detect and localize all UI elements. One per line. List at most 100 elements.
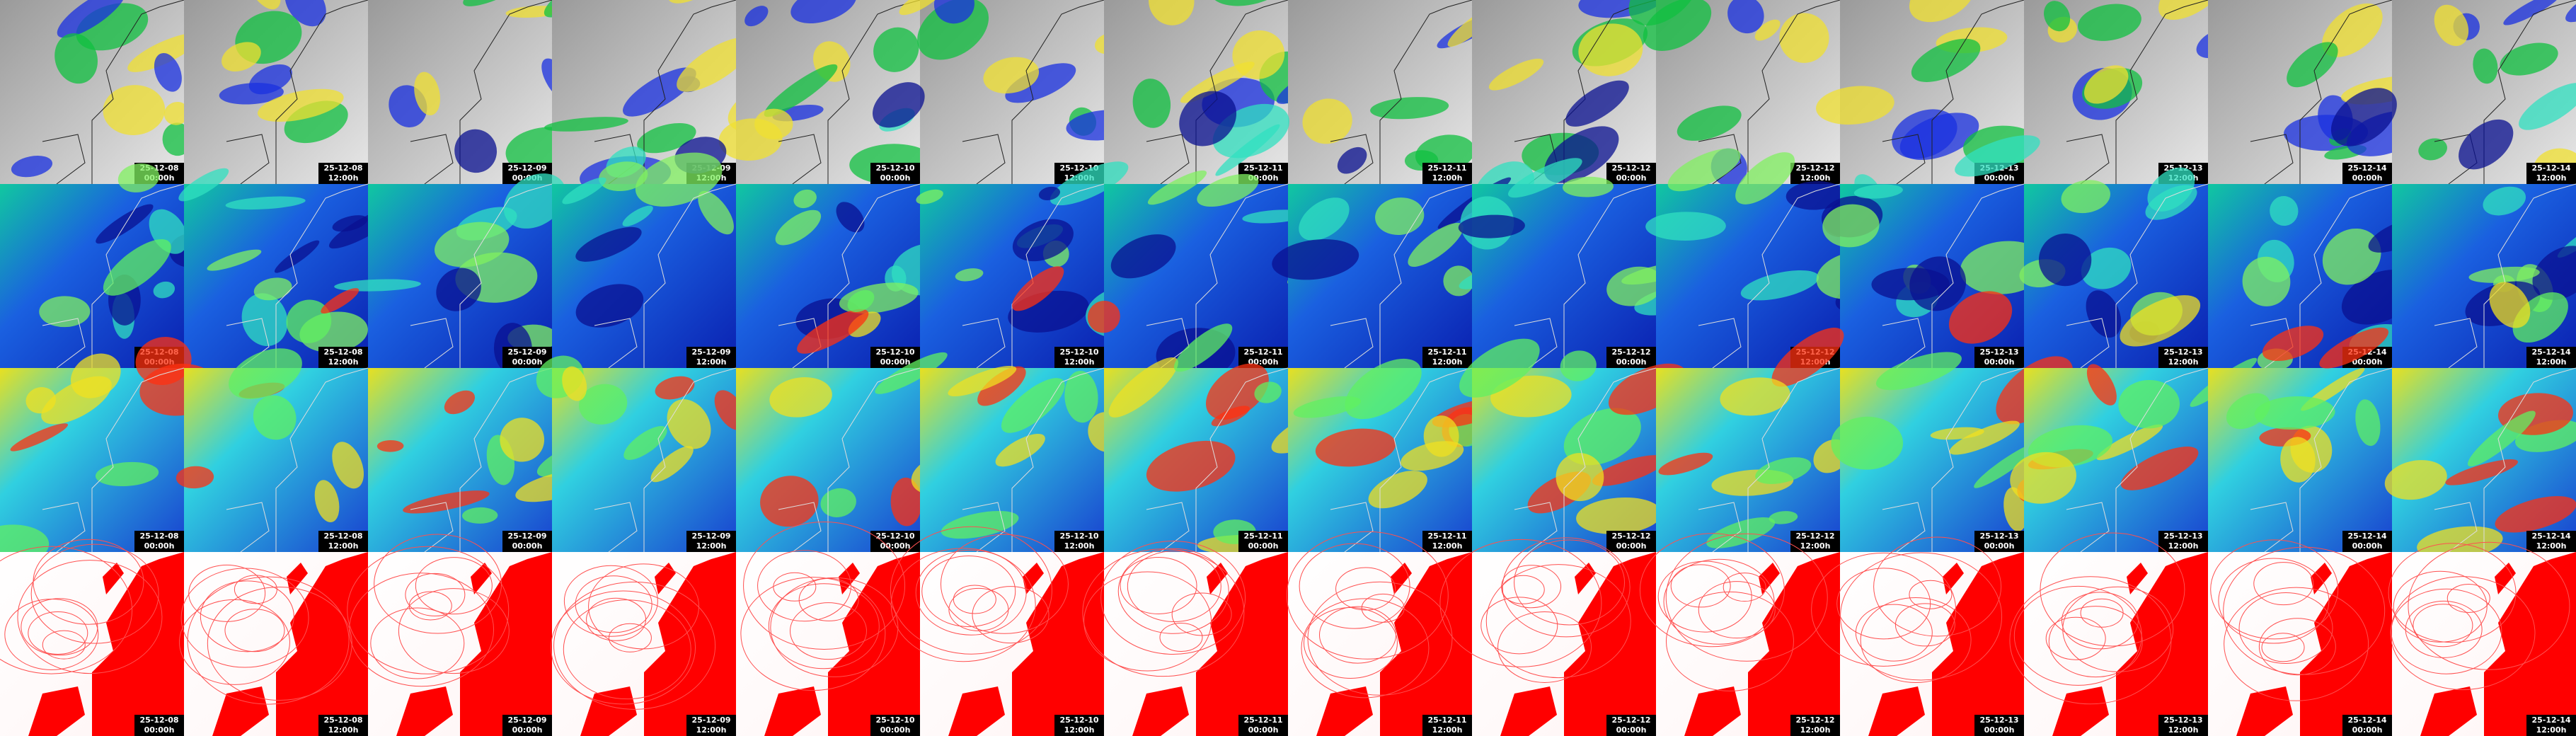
tile-date: 25-12-12 bbox=[1611, 715, 1650, 725]
tile-date: 25-12-08 bbox=[139, 531, 178, 541]
isobar bbox=[1100, 540, 1246, 655]
tile-time: 00:00h bbox=[144, 725, 175, 735]
time-label-box bbox=[686, 715, 736, 736]
time-label-box bbox=[2526, 715, 2576, 736]
coastline bbox=[594, 367, 737, 553]
weather-field bbox=[257, 88, 344, 122]
land-mass bbox=[1684, 552, 1840, 736]
weather-field bbox=[1459, 338, 1540, 398]
land-mass bbox=[396, 552, 552, 736]
weather-field bbox=[933, 0, 974, 24]
weather-field bbox=[793, 189, 817, 209]
isobar bbox=[2408, 541, 2570, 670]
tile-time: 00:00h bbox=[880, 357, 911, 367]
weather-field bbox=[1087, 300, 1120, 333]
coastline bbox=[2250, 367, 2393, 553]
tile-date: 25-12-08 bbox=[139, 715, 178, 725]
tile-date: 25-12-08 bbox=[323, 531, 362, 541]
weather-field bbox=[207, 249, 262, 271]
isobar bbox=[415, 557, 493, 615]
weather-field bbox=[2262, 326, 2324, 362]
tile-time: 12:00h bbox=[1800, 541, 1831, 551]
isobar bbox=[940, 534, 1069, 634]
weather-field bbox=[2468, 266, 2540, 283]
tile-time: 12:00h bbox=[1800, 725, 1831, 735]
tile-time: 00:00h bbox=[1616, 357, 1647, 367]
weather-field bbox=[775, 209, 822, 246]
time-label-box bbox=[502, 715, 552, 736]
weather-field bbox=[655, 376, 695, 400]
weather-field bbox=[2483, 186, 2526, 216]
tile-date: 25-12-12 bbox=[1611, 531, 1650, 541]
weather-field bbox=[2330, 88, 2397, 146]
weather-field bbox=[2417, 526, 2503, 560]
time-label-box bbox=[318, 163, 368, 184]
weather-field bbox=[25, 387, 56, 414]
land-mass bbox=[2236, 552, 2392, 736]
tile-date: 25-12-11 bbox=[1427, 347, 1466, 357]
land-mass bbox=[212, 552, 368, 736]
tile-date: 25-12-11 bbox=[1243, 163, 1282, 173]
time-label-box bbox=[2158, 715, 2208, 736]
weather-field bbox=[1754, 19, 1781, 41]
land-mass bbox=[948, 552, 1104, 736]
weather-field bbox=[2434, 4, 2469, 47]
weather-field bbox=[579, 384, 628, 425]
weather-field bbox=[1110, 234, 1176, 279]
tile-date: 25-12-09 bbox=[691, 715, 730, 725]
land-mass bbox=[1500, 552, 1656, 736]
isobar bbox=[2413, 604, 2473, 648]
weather-field bbox=[760, 476, 819, 527]
weather-field bbox=[253, 277, 292, 301]
weather-field bbox=[2418, 138, 2447, 161]
tile-time: 00:00h bbox=[1616, 173, 1647, 183]
isobar bbox=[1855, 604, 1933, 662]
isobar bbox=[1159, 623, 1203, 652]
weather-field bbox=[332, 442, 364, 489]
weather-field bbox=[2280, 437, 2316, 483]
weather-field bbox=[1875, 352, 1962, 391]
weather-field bbox=[1563, 176, 1614, 197]
weather-field bbox=[2084, 65, 2129, 104]
weather-field bbox=[1560, 350, 1597, 381]
isobar bbox=[608, 623, 652, 652]
isobar bbox=[1873, 536, 2002, 637]
tile-time: 12:00h bbox=[1432, 725, 1463, 735]
tile-date: 25-12-11 bbox=[1427, 531, 1466, 541]
tile-date: 25-12-10 bbox=[875, 715, 914, 725]
weather-field bbox=[1205, 363, 1269, 420]
weather-field bbox=[977, 366, 1026, 406]
weather-field bbox=[222, 42, 261, 72]
tile-date: 25-12-10 bbox=[1059, 347, 1098, 357]
isobar bbox=[890, 548, 1036, 662]
weather-field bbox=[39, 296, 91, 328]
tile-time: 12:00h bbox=[1064, 725, 1095, 735]
weather-field bbox=[698, 190, 734, 235]
tile-time: 00:00h bbox=[512, 725, 543, 735]
weather-field bbox=[820, 488, 856, 517]
time-label-box bbox=[870, 531, 920, 552]
tile-time: 12:00h bbox=[328, 725, 359, 735]
weather-field bbox=[1556, 453, 1604, 502]
time-label-box bbox=[1054, 531, 1104, 552]
isobar bbox=[2388, 543, 2517, 643]
coastline bbox=[1882, 0, 2025, 185]
tile-date: 25-12-08 bbox=[323, 715, 362, 725]
isobar bbox=[1301, 598, 1430, 698]
tile-date: 25-12-14 bbox=[2531, 347, 2570, 357]
tile-time: 12:00h bbox=[328, 173, 359, 183]
coastline bbox=[42, 0, 185, 185]
weather-field bbox=[1740, 270, 1819, 301]
coastline bbox=[410, 367, 553, 553]
tile-time: 00:00h bbox=[1984, 357, 2015, 367]
weather-field bbox=[436, 268, 481, 311]
isobar bbox=[563, 565, 658, 637]
coastline bbox=[2066, 183, 2209, 369]
tile-time: 12:00h bbox=[1064, 357, 1095, 367]
